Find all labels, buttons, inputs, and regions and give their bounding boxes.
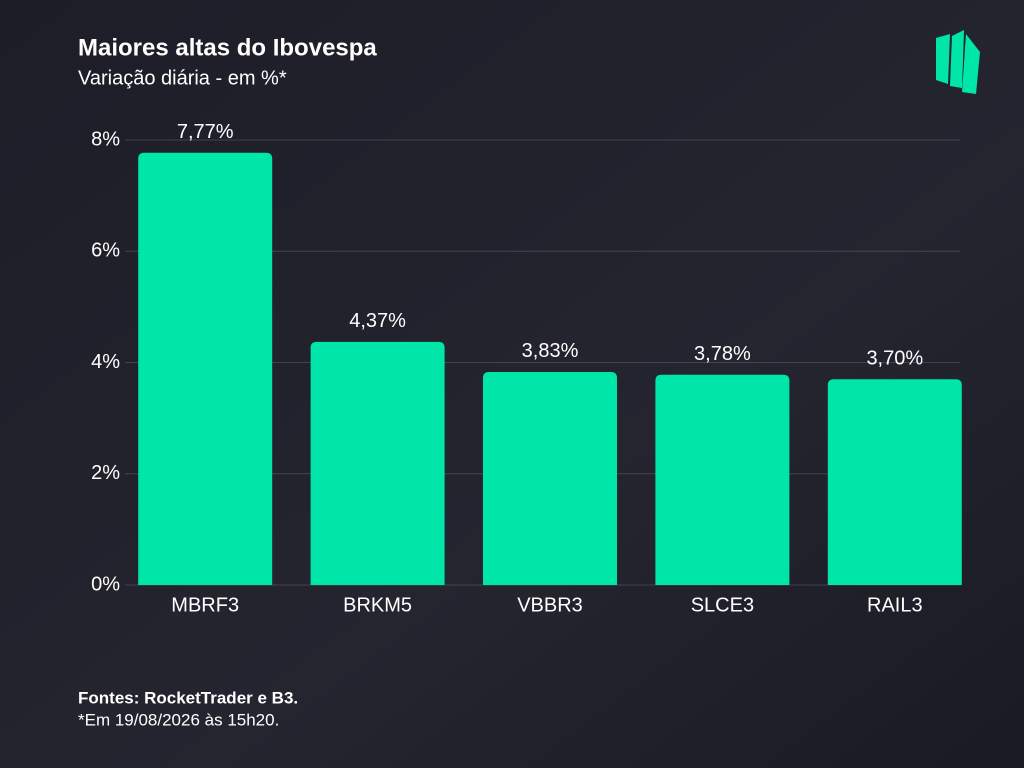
y-tick-label: 8%: [91, 128, 120, 150]
x-tick-label: BRKM5: [343, 594, 412, 616]
bar: [827, 379, 962, 585]
value-label: 3,83%: [522, 340, 579, 362]
chart-title: Maiores altas do Ibovespa: [78, 34, 377, 61]
logo: [936, 30, 980, 94]
chart-subtitle: Variação diária - em %*: [78, 67, 287, 89]
value-label: 3,70%: [866, 347, 923, 369]
value-label: 3,78%: [694, 343, 751, 365]
bar: [310, 341, 445, 585]
bar: [138, 152, 273, 585]
bar: [483, 371, 617, 585]
y-tick-label: 4%: [91, 351, 120, 373]
x-tick-label: SLCE3: [691, 594, 754, 616]
y-tick-label: 2%: [91, 462, 120, 484]
note: *Em 19/08/2026 às 15h20.: [78, 710, 279, 729]
x-tick-label: VBBR3: [517, 594, 583, 616]
value-label: 7,77%: [177, 121, 234, 143]
y-tick-label: 0%: [91, 573, 120, 595]
source: Fontes: RocketTrader e B3.: [78, 688, 298, 707]
x-tick-label: MBRF3: [171, 594, 239, 616]
y-tick-label: 6%: [91, 240, 120, 262]
bar: [655, 374, 790, 585]
x-tick-label: RAIL3: [867, 594, 923, 616]
value-label: 4,37%: [349, 310, 406, 332]
